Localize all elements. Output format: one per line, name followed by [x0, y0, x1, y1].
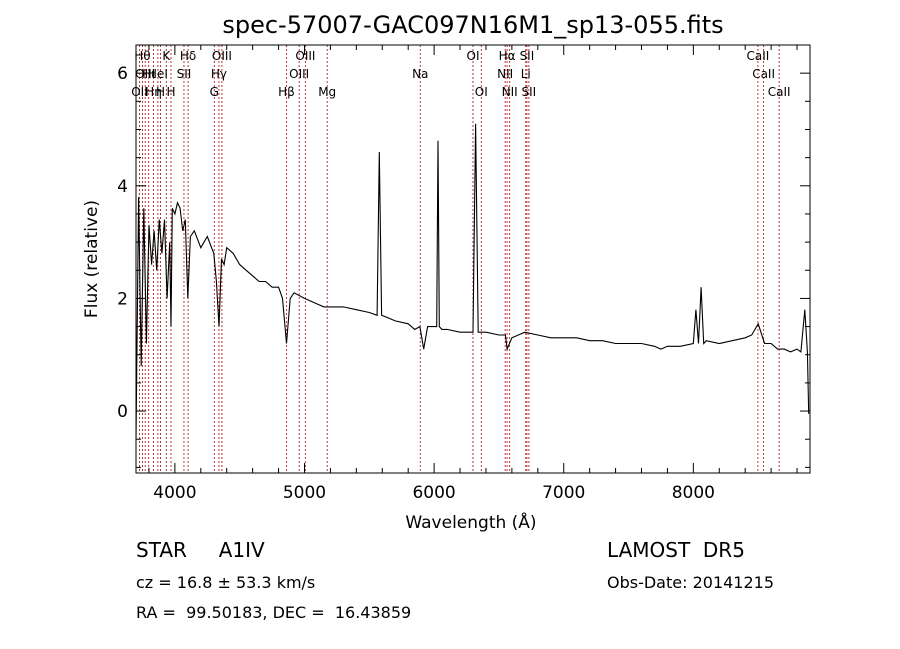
line-label: OI [475, 85, 488, 99]
y-tick-label: 6 [117, 64, 128, 84]
line-label: Hδ [180, 49, 196, 63]
line-label: Na [412, 67, 428, 81]
line-label: Hθ [134, 49, 150, 63]
line-label: SII [522, 85, 537, 99]
x-tick-label: 7000 [542, 483, 585, 503]
line-label: Li [521, 67, 531, 81]
line-label: H [156, 85, 165, 99]
y-tick-label: 4 [117, 177, 128, 197]
line-label: HeI [148, 67, 168, 81]
redshift-cz: cz = 16.8 ± 53.3 km/s [136, 573, 316, 592]
x-tick-label: 8000 [672, 483, 715, 503]
line-label: Hβ [278, 85, 295, 99]
spectral-line-labels: OIIHθOIIIHιHηHeIHKHSIIHδGHγOIIIHβOIIIOII… [131, 49, 790, 99]
line-label: CaII [746, 49, 769, 63]
spectral-line-markers [139, 45, 780, 473]
object-class: STAR A1IV [136, 538, 265, 562]
x-tick-label: 4000 [153, 483, 196, 503]
line-label: K [162, 49, 171, 63]
line-label: CaII [752, 67, 775, 81]
survey-name: LAMOST DR5 [607, 538, 745, 562]
y-tick-label: 2 [117, 289, 128, 309]
chart-title: spec-57007-GAC097N16M1_sp13-055.fits [222, 11, 723, 39]
line-label: Hη [145, 85, 162, 99]
observation-date: Obs-Date: 20141215 [607, 573, 775, 592]
line-label: Hα [499, 49, 516, 63]
line-label: Hγ [211, 67, 227, 81]
line-label: SII [177, 67, 192, 81]
plot-frame [135, 44, 811, 474]
x-tick-label: 5000 [283, 483, 326, 503]
line-label: OIII [212, 49, 232, 63]
y-axis-label: Flux (relative) [82, 200, 102, 318]
line-label: Mg [318, 85, 336, 99]
line-label: OIII [295, 49, 315, 63]
line-label: NII [502, 85, 518, 99]
line-label: OI [467, 49, 480, 63]
line-label: OIII [289, 67, 309, 81]
line-label: OII [131, 85, 148, 99]
coordinates: RA = 99.50183, DEC = 16.43859 [136, 603, 412, 622]
line-label: SII [520, 49, 535, 63]
line-label: H [166, 85, 175, 99]
spectrum-line [135, 123, 810, 440]
y-axis-ticks: 0 2 4 6 [117, 64, 810, 468]
line-label: Hι [142, 67, 155, 81]
line-label: OIII [135, 67, 155, 81]
x-axis-ticks: 4000 5000 6000 7000 8000 [148, 45, 798, 503]
line-label: G [210, 85, 219, 99]
line-label: CaII [768, 85, 791, 99]
y-tick-label: 0 [117, 402, 128, 422]
x-tick-label: 6000 [412, 483, 455, 503]
line-label: NII [497, 67, 513, 81]
x-axis-label: Wavelength (Å) [405, 511, 536, 533]
